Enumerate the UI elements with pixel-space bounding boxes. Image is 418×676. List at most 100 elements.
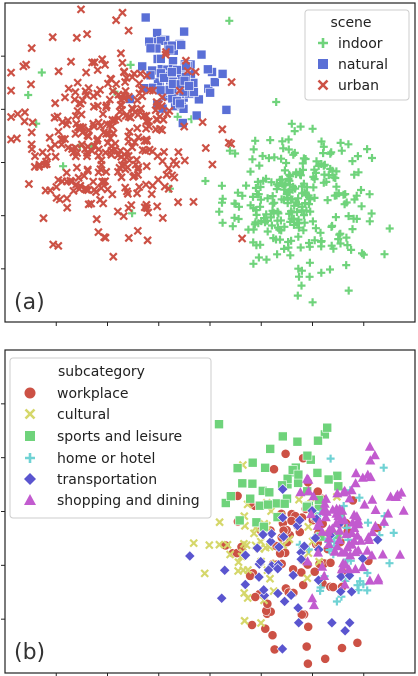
point-workplace bbox=[320, 653, 331, 664]
point-urban bbox=[39, 213, 48, 223]
point-shopping-and-dining bbox=[379, 516, 390, 526]
point-urban bbox=[62, 177, 72, 186]
point-transportation bbox=[239, 549, 252, 561]
point-natural bbox=[194, 94, 204, 105]
point-urban bbox=[133, 170, 143, 180]
point-workplace bbox=[352, 637, 363, 648]
point-urban bbox=[104, 129, 114, 138]
point-urban bbox=[164, 184, 173, 194]
point-indoor bbox=[286, 172, 295, 181]
point-indoor bbox=[215, 207, 224, 216]
legend-b-label-workplace: workplace bbox=[57, 386, 129, 402]
point-workplace bbox=[302, 658, 313, 669]
legend-b-label-home: home or hotel bbox=[57, 451, 155, 467]
point-transportation bbox=[253, 571, 265, 583]
point-indoor bbox=[365, 190, 374, 199]
point-urban bbox=[41, 186, 50, 195]
point-urban bbox=[183, 66, 192, 76]
point-indoor bbox=[317, 137, 326, 146]
legend-a-label-indoor: indoor bbox=[338, 36, 383, 52]
point-urban bbox=[58, 117, 67, 127]
point-shopping-and-dining bbox=[383, 508, 394, 518]
point-indoor bbox=[348, 157, 357, 166]
point-urban bbox=[76, 181, 85, 191]
point-cultural bbox=[200, 569, 209, 578]
point-urban bbox=[132, 189, 142, 198]
point-sports-and-leisure bbox=[263, 499, 273, 510]
point-urban bbox=[60, 134, 70, 144]
panel-a-points bbox=[6, 5, 394, 307]
point-indoor bbox=[295, 167, 304, 176]
point-transportation bbox=[276, 643, 289, 655]
point-urban bbox=[108, 86, 118, 96]
point-indoor bbox=[343, 241, 352, 250]
point-urban bbox=[99, 177, 108, 187]
point-sports-and-leisure bbox=[221, 498, 231, 508]
point-urban bbox=[152, 97, 161, 107]
point-shopping-and-dining bbox=[302, 556, 313, 566]
point-workplace bbox=[296, 609, 307, 620]
point-indoor bbox=[234, 215, 243, 223]
point-natural bbox=[184, 81, 194, 91]
point-urban bbox=[48, 32, 57, 42]
point-transportation bbox=[216, 592, 228, 604]
legend-b-label-sports: sports and leisure bbox=[57, 429, 182, 445]
point-indoor bbox=[368, 154, 376, 162]
point-shopping-and-dining bbox=[314, 517, 325, 527]
point-indoor bbox=[342, 198, 351, 207]
point-urban bbox=[124, 92, 134, 102]
point-urban bbox=[189, 197, 198, 207]
point-indoor bbox=[329, 244, 338, 253]
point-sports-and-leisure bbox=[259, 521, 269, 532]
point-urban bbox=[50, 98, 60, 108]
point-indoor bbox=[331, 213, 340, 222]
point-indoor bbox=[244, 225, 253, 234]
point-urban bbox=[119, 67, 129, 76]
point-urban bbox=[13, 109, 22, 119]
point-shopping-and-dining bbox=[319, 498, 330, 508]
point-natural bbox=[176, 40, 186, 50]
point-urban bbox=[114, 113, 123, 123]
point-urban bbox=[86, 199, 96, 208]
point-shopping-and-dining bbox=[295, 487, 306, 497]
point-indoor bbox=[266, 213, 275, 222]
point-shopping-and-dining bbox=[334, 534, 345, 544]
point-urban bbox=[81, 68, 91, 77]
point-urban bbox=[141, 180, 151, 189]
point-transportation bbox=[255, 555, 267, 568]
point-urban bbox=[30, 151, 40, 161]
legend-b-label-shopping: shopping and dining bbox=[57, 493, 200, 509]
point-indoor bbox=[294, 232, 303, 241]
point-urban bbox=[20, 108, 30, 117]
point-urban bbox=[179, 122, 189, 131]
panel-b-legend-box bbox=[9, 357, 212, 519]
point-transportation bbox=[339, 625, 351, 637]
point-urban bbox=[113, 207, 123, 216]
point-natural bbox=[156, 53, 166, 64]
point-cultural bbox=[189, 538, 198, 548]
point-urban bbox=[62, 168, 71, 177]
point-workplace bbox=[298, 580, 309, 590]
point-sports-and-leisure bbox=[277, 431, 288, 442]
point-natural bbox=[167, 67, 177, 77]
point-urban bbox=[6, 112, 16, 122]
point-sports-and-leisure bbox=[271, 498, 282, 509]
point-indoor bbox=[326, 265, 334, 274]
point-urban bbox=[103, 138, 113, 148]
point-indoor bbox=[280, 185, 289, 194]
point-indoor bbox=[290, 127, 299, 136]
point-urban bbox=[97, 160, 106, 170]
point-urban bbox=[118, 58, 127, 68]
point-indoor bbox=[305, 242, 314, 251]
point-indoor bbox=[299, 226, 308, 235]
point-cultural bbox=[215, 517, 224, 527]
point-shopping-and-dining bbox=[357, 472, 368, 482]
point-urban bbox=[94, 145, 104, 154]
point-home-or-hotel bbox=[379, 463, 388, 472]
point-indoor bbox=[297, 281, 306, 290]
point-shopping-and-dining bbox=[323, 538, 334, 549]
point-urban bbox=[83, 131, 92, 140]
point-home-or-hotel bbox=[363, 586, 372, 595]
point-shopping-and-dining bbox=[365, 455, 376, 465]
legend-b-label-cultural: cultural bbox=[57, 407, 110, 423]
